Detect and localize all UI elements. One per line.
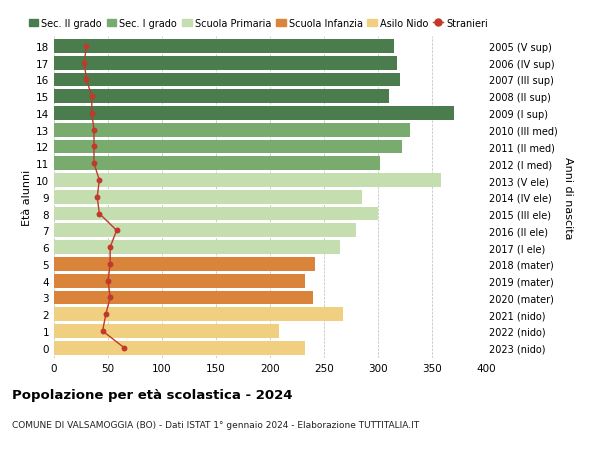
Point (106, 294, 115, 302)
Point (89, 127, 99, 134)
Bar (54, 291, 313, 305)
Bar (54, 207, 378, 221)
Point (106, 261, 115, 268)
Bar (54, 257, 316, 271)
Bar (54, 56, 397, 70)
Bar (54, 224, 356, 238)
Point (87, 93, 97, 101)
Point (87, 110, 97, 118)
Bar (54, 140, 402, 154)
Point (82, 43, 91, 50)
Bar (54, 241, 340, 254)
Bar (54, 157, 380, 171)
Point (82, 77, 91, 84)
Bar (54, 90, 389, 104)
Point (95, 177, 104, 185)
Point (79, 60, 89, 67)
Y-axis label: Anni di nascita: Anni di nascita (563, 156, 573, 239)
Point (112, 227, 121, 235)
Point (119, 344, 129, 352)
Point (89, 160, 99, 168)
Text: COMUNE DI VALSAMOGGIA (BO) - Dati ISTAT 1° gennaio 2024 - Elaborazione TUTTITALI: COMUNE DI VALSAMOGGIA (BO) - Dati ISTAT … (12, 420, 419, 429)
Point (103, 277, 113, 285)
Bar (54, 73, 400, 87)
Point (101, 311, 110, 318)
Bar (54, 308, 343, 321)
Bar (54, 123, 410, 137)
Point (92, 194, 102, 201)
Bar (54, 107, 454, 121)
Point (98, 328, 107, 335)
Text: Popolazione per età scolastica - 2024: Popolazione per età scolastica - 2024 (12, 388, 293, 401)
Point (95, 210, 104, 218)
Legend: Sec. II grado, Sec. I grado, Scuola Primaria, Scuola Infanzia, Asilo Nido, Stran: Sec. II grado, Sec. I grado, Scuola Prim… (29, 19, 488, 28)
Y-axis label: Età alunni: Età alunni (22, 169, 32, 225)
Point (89, 144, 99, 151)
Bar (54, 325, 278, 338)
Bar (54, 274, 305, 288)
Point (106, 244, 115, 251)
Bar (54, 174, 440, 187)
Bar (54, 190, 362, 204)
Bar (54, 341, 305, 355)
Bar (54, 40, 394, 54)
